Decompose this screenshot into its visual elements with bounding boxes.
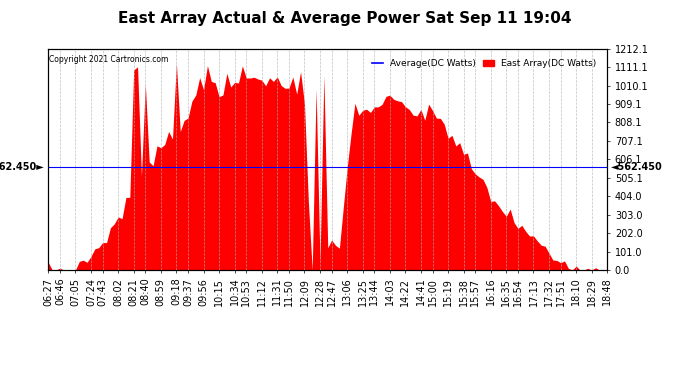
Text: ◄562.450: ◄562.450 xyxy=(611,162,663,172)
Text: East Array Actual & Average Power Sat Sep 11 19:04: East Array Actual & Average Power Sat Se… xyxy=(118,11,572,26)
Legend: Average(DC Watts), East Array(DC Watts): Average(DC Watts), East Array(DC Watts) xyxy=(368,56,600,72)
Text: 562.450►: 562.450► xyxy=(0,162,44,172)
Text: Copyright 2021 Cartronics.com: Copyright 2021 Cartronics.com xyxy=(50,56,169,64)
